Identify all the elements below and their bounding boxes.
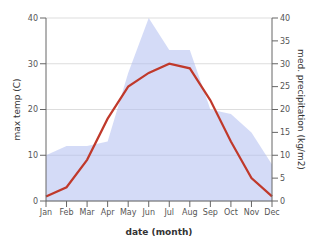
svg-text:Jun: Jun	[141, 208, 155, 217]
svg-text:Nov: Nov	[244, 208, 260, 217]
svg-text:Sep: Sep	[203, 208, 218, 217]
svg-text:30: 30	[28, 60, 38, 69]
svg-text:35: 35	[280, 37, 290, 46]
svg-text:0: 0	[33, 197, 38, 206]
svg-text:Mar: Mar	[80, 208, 96, 217]
svg-text:25: 25	[280, 82, 290, 91]
svg-text:40: 40	[28, 14, 38, 23]
svg-text:Jul: Jul	[163, 208, 174, 217]
svg-text:Dec: Dec	[264, 208, 279, 217]
svg-text:5: 5	[280, 174, 285, 183]
svg-text:0: 0	[280, 197, 285, 206]
svg-text:Jan: Jan	[39, 208, 52, 217]
svg-text:Oct: Oct	[224, 208, 238, 217]
svg-text:Feb: Feb	[59, 208, 73, 217]
svg-text:med. precipitation (kg/m2): med. precipitation (kg/m2)	[296, 49, 306, 170]
svg-text:20: 20	[28, 105, 38, 114]
svg-text:10: 10	[280, 151, 290, 160]
svg-text:max temp (C): max temp (C)	[12, 78, 22, 140]
svg-text:30: 30	[280, 60, 290, 69]
svg-text:Aug: Aug	[182, 208, 198, 217]
svg-text:15: 15	[280, 128, 290, 137]
svg-text:May: May	[120, 208, 137, 217]
svg-text:10: 10	[28, 151, 38, 160]
svg-text:20: 20	[280, 105, 290, 114]
svg-text:Apr: Apr	[101, 208, 116, 217]
svg-text:40: 40	[280, 14, 290, 23]
svg-text:date (month): date (month)	[126, 227, 193, 237]
